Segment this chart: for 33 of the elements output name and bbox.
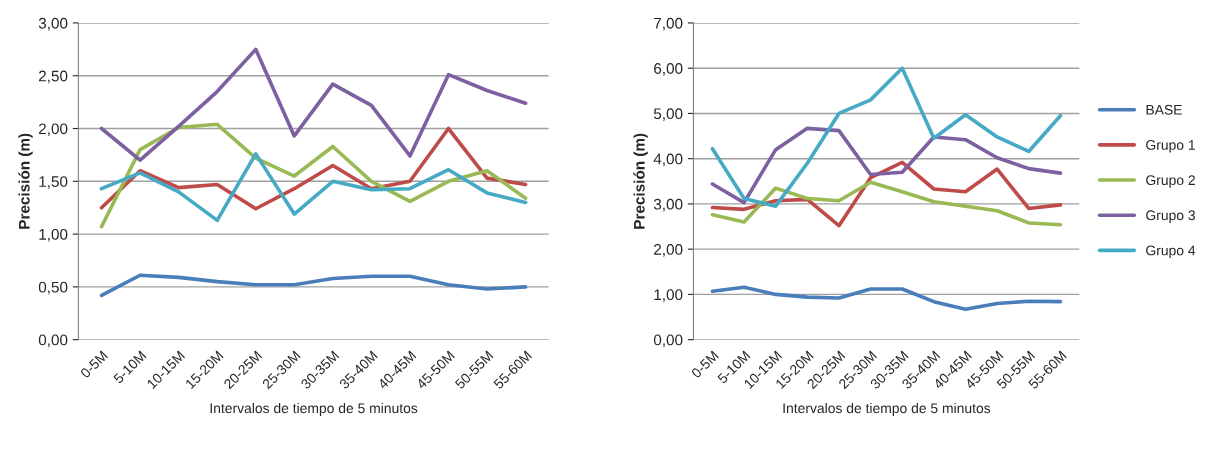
y-tick-label: 4,00 (653, 153, 683, 167)
y-tick-label: 3,00 (38, 17, 68, 31)
line-series (99, 47, 528, 162)
legend-label: Grupo 2 (1146, 175, 1195, 188)
line-series (710, 180, 1063, 227)
y-tick-label: 2,00 (654, 244, 683, 257)
y-tick-label: 1,50 (39, 176, 68, 189)
y-tick-label: 0,00 (38, 334, 68, 348)
line-series (99, 152, 528, 223)
y-tick-label: 0,50 (38, 281, 68, 295)
line-series (710, 285, 1063, 312)
y-axis-title: Precisión (m) (633, 133, 648, 229)
y-axis-title: Precisión (m) (18, 133, 33, 229)
legend-label: BASE (1146, 104, 1182, 115)
y-tick-label: 2,50 (39, 70, 68, 84)
y-tick-label: 6,00 (654, 63, 683, 76)
line-series (99, 122, 528, 229)
x-axis-title: Intervalos de tiempo de 5 minutos (783, 402, 991, 416)
y-tick-label: 3,00 (653, 198, 683, 212)
y-tick-label: 1,00 (654, 289, 683, 302)
line-series (710, 160, 1063, 228)
legend-label: Grupo 3 (1146, 210, 1195, 223)
y-tick-label: 5,00 (653, 108, 683, 121)
y-tick-label: 2,00 (39, 123, 68, 137)
x-axis-title: Intervalos de tiempo de 5 minutos (210, 402, 418, 416)
legend-label: Grupo 1 (1146, 140, 1195, 153)
line-series (710, 126, 1063, 205)
y-tick-label: 1,00 (39, 228, 68, 242)
line-series (710, 66, 1063, 208)
line-series (99, 273, 528, 298)
y-tick-label: 0,00 (653, 334, 683, 348)
legend-label: Grupo 4 (1146, 245, 1196, 259)
y-tick-label: 7,00 (654, 17, 683, 31)
